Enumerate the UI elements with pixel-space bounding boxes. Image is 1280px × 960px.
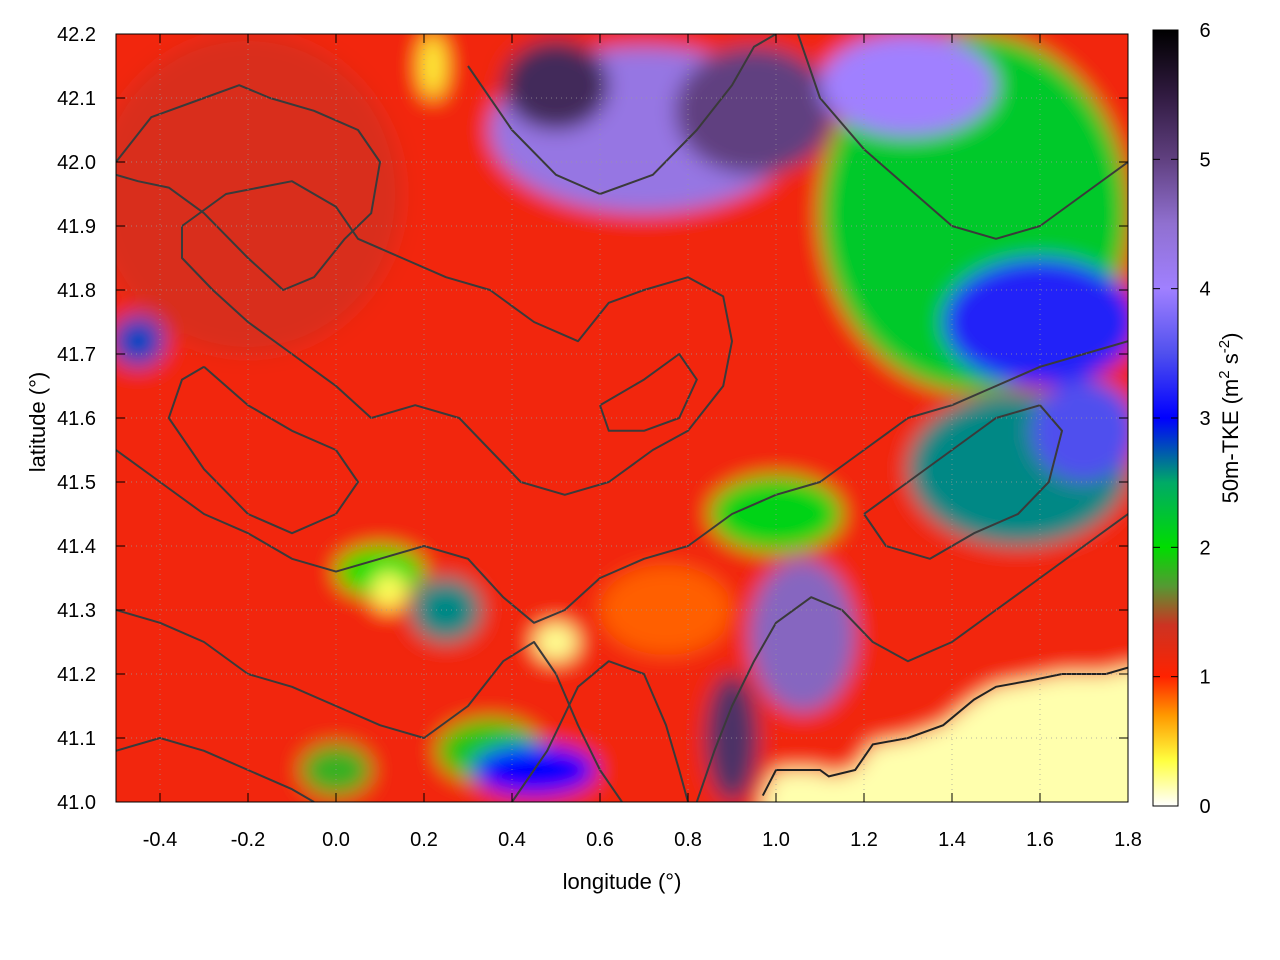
y-axis-label: latitude (°) [25, 372, 50, 473]
colorbar-ticks: 0 1 2 3 4 5 6 [1153, 20, 1211, 818]
x-tick-label: 1.4 [938, 829, 966, 851]
contour-line [167, 365, 359, 535]
heatmap-region [534, 622, 578, 662]
x-tick-label: 1.2 [850, 829, 878, 851]
colorbar-tick-label: 5 [1199, 149, 1210, 171]
y-tick-label: 42.1 [57, 88, 96, 110]
y-tick-label: 41.3 [57, 600, 96, 622]
colorbar-label-sup: -2 [1216, 340, 1233, 353]
x-axis: -0.4 -0.2 0.0 0.2 0.4 0.6 0.8 1.0 1.2 1.4 1.6 1.8 [143, 34, 1142, 851]
x-tick-label: 1.8 [1114, 829, 1142, 851]
heatmap-region [116, 34, 402, 354]
x-tick-label: 0.0 [322, 829, 350, 851]
y-tick-label: 41.0 [57, 792, 96, 814]
x-tick-label: -0.2 [231, 829, 265, 851]
contour-lines [116, 34, 1128, 802]
colorbar-tick-label: 2 [1199, 537, 1210, 559]
heatmap-region [674, 46, 834, 175]
y-axis: 41.0 41.1 41.2 41.3 41.4 41.5 41.6 41.7 41.8 41.9… [57, 24, 1128, 814]
heatmap-region [503, 40, 609, 131]
x-tick-label: 0.8 [674, 829, 702, 851]
colorbar-tick-label: 0 [1199, 796, 1210, 818]
colorbar-tick-label: 4 [1199, 279, 1210, 301]
colorbar-tick-label: 6 [1199, 20, 1210, 42]
x-tick-label: 1.6 [1026, 829, 1054, 851]
heatmap-region [371, 571, 407, 610]
contour-line [511, 660, 689, 802]
x-tick-label: -0.4 [143, 829, 177, 851]
colorbar-label-part: ) [1218, 333, 1243, 340]
contour-line [116, 340, 1128, 624]
colorbar-label-part: s [1218, 353, 1243, 370]
contour-line [116, 609, 623, 802]
colorbar-label-part: 50m-TKE (m [1218, 379, 1243, 504]
heatmap-region [419, 34, 446, 98]
y-tick-label: 41.4 [57, 536, 96, 558]
x-axis-label: longitude (°) [563, 869, 682, 894]
y-tick-label: 42.2 [57, 24, 96, 46]
coastline [761, 666, 1128, 797]
x-tick-label: 0.6 [586, 829, 614, 851]
y-tick-label: 41.2 [57, 664, 96, 686]
heatmap-region [820, 34, 996, 137]
y-tick-label: 41.9 [57, 216, 96, 238]
colorbar-tick-label: 1 [1199, 667, 1210, 689]
sea-region [762, 667, 1128, 802]
colorbar-label-sup: 2 [1216, 370, 1233, 378]
heatmap-region [749, 558, 856, 713]
heatmap-region [1031, 379, 1128, 482]
y-tick-label: 41.1 [57, 728, 96, 750]
contour-line [467, 34, 777, 195]
y-tick-label: 41.5 [57, 472, 96, 494]
contour-line [181, 180, 733, 496]
x-tick-label: 1.0 [762, 829, 790, 851]
contour-line [599, 353, 698, 432]
x-tick-label: 0.2 [410, 829, 438, 851]
colorbar-label: 50m-TKE (m2 s-2) [1216, 333, 1243, 504]
contour-line [116, 84, 381, 291]
contour-line [863, 404, 1063, 560]
contour-line [695, 513, 1128, 802]
heatmap-region [116, 315, 165, 367]
plot-area [115, 33, 1129, 803]
x-tick-label: 0.4 [498, 829, 526, 851]
y-tick-label: 42.0 [57, 152, 96, 174]
y-tick-label: 41.7 [57, 344, 96, 366]
colorbar-tick-label: 3 [1199, 408, 1210, 430]
contour-line [116, 737, 315, 802]
y-tick-label: 41.6 [57, 408, 96, 430]
y-tick-label: 41.8 [57, 280, 96, 302]
